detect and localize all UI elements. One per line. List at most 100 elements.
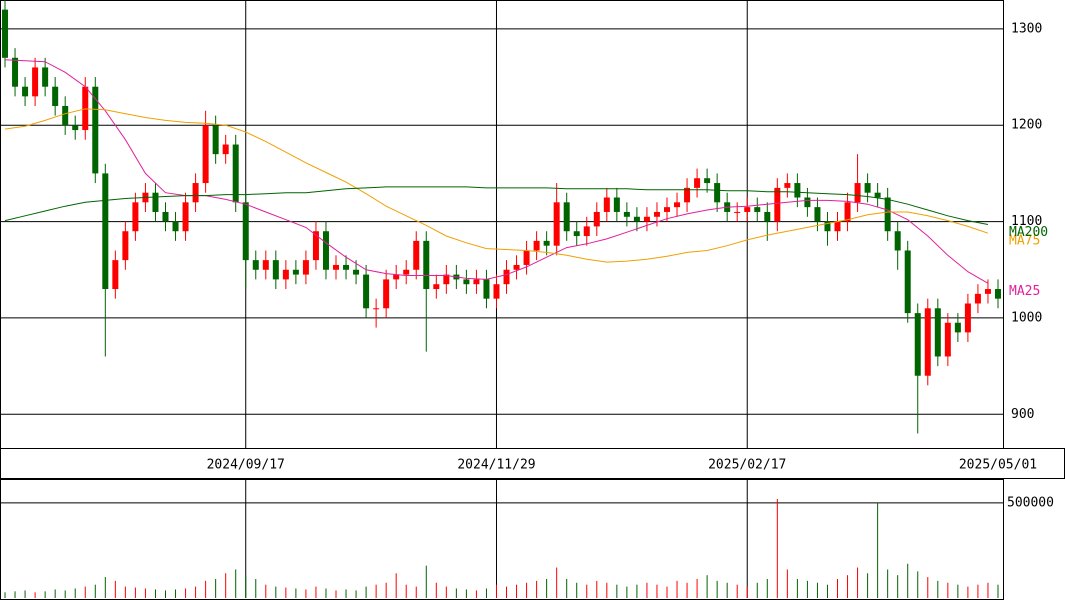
volume-bar [706,575,708,598]
candle-body [403,269,410,275]
candle-body [734,211,741,213]
candle-body [182,202,189,232]
volume-panel [0,479,1004,600]
candle-body [122,231,129,261]
candle-body [292,269,299,275]
candle-body [784,183,791,188]
candle-body [603,197,610,212]
volume-bar [526,582,528,598]
y-tick-label: 1300 [1011,21,1042,36]
candle-body [72,125,79,131]
y-tick-label: 1100 [1011,214,1042,229]
candle-body [42,67,49,87]
volume-bar [185,588,187,598]
candle-body [643,216,650,222]
volume-bar [495,584,497,598]
volume-bar [195,586,197,598]
ma-label: MA200 [1009,225,1048,240]
candle-body [102,173,109,290]
candle-body [52,86,59,106]
candle-body [994,289,1001,299]
candle-body [262,260,269,270]
candle-body [32,67,39,97]
candle-body [443,274,450,285]
volume-bar [395,573,397,598]
candle-body [312,231,319,261]
candle-body [302,260,309,275]
candle-body [242,202,249,261]
volume-bar [34,592,36,598]
volume-bar [124,586,126,598]
candle-body [653,211,660,217]
candle-body [533,240,540,251]
volume-bar [826,584,828,598]
candle-body [423,240,430,290]
candle-body [353,269,360,275]
volume-bar [285,587,287,598]
volume-bar [726,582,728,598]
volume-bar [235,569,237,598]
candle-body [894,231,901,251]
candle-body [954,322,961,333]
volume-bar [385,582,387,598]
candle-body [583,226,590,237]
volume-bar [465,589,467,598]
x-tick-label: 2024/09/17 [207,458,285,473]
volume-bar [907,563,909,598]
ma-label: MA25 [1009,284,1040,299]
candle-body [794,183,801,198]
ma-label: MA75 [1009,234,1040,249]
candle-body [864,183,871,193]
volume-bar [365,586,367,598]
ma-line [4,186,989,225]
candle-body [282,269,289,280]
volume-bar [957,584,959,598]
candle-body [393,274,400,280]
candle-body [433,284,440,290]
candle-body [513,264,520,270]
volume-bar [586,584,588,598]
candle-body [162,211,169,222]
candle-body [934,308,941,357]
candle-body [192,183,199,203]
volume-bar [596,580,598,598]
volume-bar [455,588,457,598]
candle-body [834,221,841,232]
volume-bar [315,586,317,598]
candle-body [914,313,921,376]
volume-bar [786,569,788,598]
candle-body [252,260,259,270]
volume-bar [666,586,668,598]
candle-body [844,202,851,222]
candle-body [483,279,490,299]
volume-bar [887,569,889,598]
volume-bar [857,567,859,598]
volume-bar [877,502,879,598]
candle-body [674,202,681,208]
candle-body [62,105,69,126]
candle-body [152,192,159,212]
volume-bar [987,582,989,598]
candle-body [924,308,931,376]
candle-body [714,183,721,203]
volume-bar [335,590,337,598]
volume-bar [776,499,778,598]
volume-bar [275,586,277,598]
volume-bar [576,582,578,598]
volume-bar [265,584,267,598]
volume-bar [917,571,919,598]
volume-bar [506,586,508,598]
candle-body [413,240,420,270]
candle-body [343,264,350,270]
candle-body [884,197,891,232]
y-tick-label: 1000 [1011,310,1042,325]
candle-body [543,240,550,246]
candle-body [814,207,821,222]
volume-bar [606,582,608,598]
volume-bar [676,580,678,598]
volume-bar [134,587,136,598]
volume-bar [897,575,899,598]
candle-body [132,202,139,232]
volume-bar [837,578,839,598]
